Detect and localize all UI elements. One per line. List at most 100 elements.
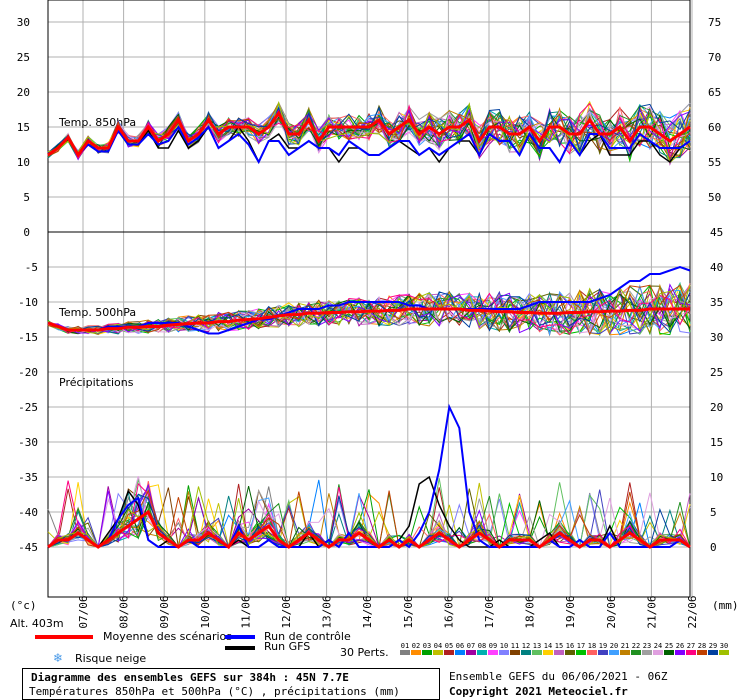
y-tick-label-left: -20 [18, 366, 38, 379]
pert-swatch [675, 650, 685, 655]
pert-swatch [466, 650, 476, 655]
legend-mean-label: Moyenne des scénarios [103, 630, 232, 643]
y-tick-label-right: 50 [708, 191, 721, 204]
pert-id-label: 03 [423, 642, 431, 650]
y-tick-label-right: 55 [708, 156, 721, 169]
y-tick-label-left: 10 [17, 156, 30, 169]
pert-id-label: 05 [445, 642, 453, 650]
y-tick-label-right: 45 [710, 226, 723, 239]
x-tick-label: 08/06 [118, 595, 131, 628]
pert-swatch [686, 650, 696, 655]
pert-id-label: 04 [434, 642, 442, 650]
pert-swatch [598, 650, 608, 655]
pert-id-label: 02 [412, 642, 420, 650]
pert-id-label: 06 [456, 642, 464, 650]
mean-line-precip [47, 509, 691, 550]
pert-id-label: 08 [478, 642, 486, 650]
x-tick-label: 17/06 [483, 595, 496, 628]
y-tick-label-left: -10 [18, 296, 38, 309]
pert-swatch [444, 650, 454, 655]
pert-id-label: 12 [522, 642, 530, 650]
pert-swatch [653, 650, 663, 655]
pert-id-label: 29 [709, 642, 717, 650]
pert-line-t500 [47, 285, 691, 335]
pert-id-label: 30 [720, 642, 728, 650]
chart-title: Diagramme des ensembles GEFS sur 384h : … [31, 671, 349, 684]
control-line-t500 [47, 265, 691, 335]
x-tick-label: 18/06 [524, 595, 537, 628]
y-tick-label-left: -40 [18, 506, 38, 519]
y-tick-label-left: 25 [17, 51, 30, 64]
pert-swatch [631, 650, 641, 655]
x-tick-label: 19/06 [564, 595, 577, 628]
pert-id-label: 22 [632, 642, 640, 650]
pert-swatch [499, 650, 509, 655]
pert-id-label: 14 [544, 642, 552, 650]
pert-swatch [488, 650, 498, 655]
control-line-t850 [47, 125, 691, 165]
y-tick-label-left: 30 [17, 16, 30, 29]
snowflake-icon: ❄ [53, 651, 64, 665]
pert-id-label: 01 [401, 642, 409, 650]
chart-subtitle: Températures 850hPa et 500hPa (°C) , pré… [29, 685, 400, 698]
pert-line-t500 [47, 292, 691, 335]
pert-id-label: 24 [654, 642, 662, 650]
y-tick-label-right: 10 [710, 471, 723, 484]
run-info: Ensemble GEFS du 06/06/2021 - 06Z [449, 670, 668, 683]
y-tick-label-right: 75 [708, 16, 721, 29]
x-tick-label: 07/06 [77, 595, 90, 628]
panel-label-precip: Précipitations [59, 376, 134, 389]
legend-control-label: Run de contrôle [264, 630, 351, 643]
pert-swatch [708, 650, 718, 655]
pert-id-label: 07 [467, 642, 475, 650]
info-box: Diagramme des ensembles GEFS sur 384h : … [22, 668, 440, 700]
pert-id-label: 25 [665, 642, 673, 650]
pert-id-label: 15 [555, 642, 563, 650]
y-tick-label-left: 15 [17, 121, 30, 134]
panel-label-t500: Temp. 500hPa [58, 306, 136, 319]
pert-id-label: 28 [698, 642, 706, 650]
y-tick-label-right: 0 [710, 541, 717, 554]
pert-id-label: 21 [621, 642, 629, 650]
y-tick-label-right: 5 [710, 506, 717, 519]
pert-swatch [422, 650, 432, 655]
y-tick-label-left: -15 [18, 331, 38, 344]
pert-id-label: 26 [676, 642, 684, 650]
legend-gfs-swatch [225, 646, 255, 650]
pert-swatch [642, 650, 652, 655]
y-tick-label-left: 0 [23, 226, 30, 239]
pert-id-label: 09 [489, 642, 497, 650]
copyright: Copyright 2021 Meteociel.fr [449, 685, 628, 698]
pert-id-label: 16 [566, 642, 574, 650]
pert-swatch [510, 650, 520, 655]
y-tick-label-left: -45 [18, 541, 38, 554]
pert-swatch [697, 650, 707, 655]
x-tick-label: 13/06 [321, 595, 334, 628]
pert-swatch [433, 650, 443, 655]
y-tick-label-right: 30 [710, 331, 723, 344]
y-tick-label-right: 35 [710, 296, 723, 309]
y-tick-label-left: 5 [23, 191, 30, 204]
x-tick-label: 21/06 [645, 595, 658, 628]
pert-swatch [477, 650, 487, 655]
x-tick-label: 22/06 [686, 595, 699, 628]
y-tick-label-right: 15 [710, 436, 723, 449]
y-tick-label-left: -30 [18, 436, 38, 449]
legend-mean-swatch [35, 635, 93, 639]
panel-label-t850: Temp. 850hPa [58, 116, 136, 129]
pert-swatch [554, 650, 564, 655]
control-line-precip [47, 403, 691, 549]
pert-swatch [719, 650, 729, 655]
y-tick-label-left: 20 [17, 86, 30, 99]
x-tick-label: 15/06 [402, 595, 415, 628]
legend-perts-label: 30 Perts. [340, 646, 389, 659]
pert-id-label: 27 [687, 642, 695, 650]
pert-id-label: 18 [588, 642, 596, 650]
panel-t500-frame [47, 231, 691, 598]
legend-snow-label: Risque neige [75, 652, 147, 665]
pert-swatch [664, 650, 674, 655]
x-tick-label: 11/06 [239, 595, 252, 628]
x-tick-label: 14/06 [361, 595, 374, 628]
legend-control-swatch [225, 635, 255, 639]
